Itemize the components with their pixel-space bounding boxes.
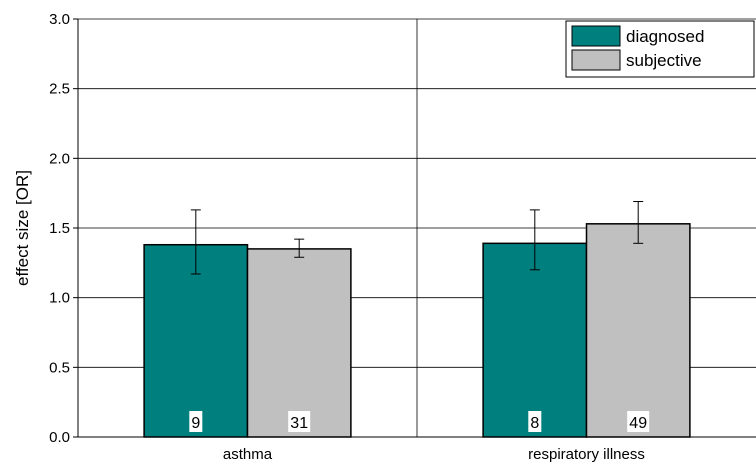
legend-swatch-subjective: [571, 49, 621, 71]
bar-diagnosed-1: [482, 242, 588, 438]
y-tick-label-0: 0.0: [49, 429, 70, 446]
count-bg-diagnosed-0: [189, 411, 203, 432]
legend-label-diagnosed: diagnosed: [626, 27, 704, 46]
category-label-0: asthma: [223, 446, 273, 463]
count-labels: 9 31 8 49: [189, 411, 650, 432]
count-label-subjective-0: 31: [290, 415, 308, 432]
count-label-diagnosed-0: 9: [191, 415, 200, 432]
bars: [143, 223, 691, 438]
y-tick-label-1: 0.5: [49, 359, 70, 376]
y-tick-label-3: 1.5: [49, 220, 70, 237]
count-bg-subjective-0: [288, 411, 311, 432]
legend: diagnosed subjective: [565, 20, 755, 78]
error-bars: [190, 201, 644, 275]
bar-subjective-0: [246, 248, 352, 438]
legend-swatch-diagnosed: [571, 25, 621, 47]
y-axis-ticks: 0.0 0.5 1.0 1.5 2.0 2.5 3.0: [49, 11, 78, 446]
x-axis-categories: asthma respiratory illness: [223, 446, 645, 463]
count-label-subjective-1: 49: [629, 415, 647, 432]
count-bg-subjective-1: [627, 411, 650, 432]
y-tick-label-4: 2.0: [49, 150, 70, 167]
y-tick-label-6: 3.0: [49, 11, 70, 28]
count-label-diagnosed-1: 8: [530, 415, 539, 432]
bar-subjective-1: [585, 223, 691, 438]
y-tick-label-5: 2.5: [49, 81, 70, 98]
bar-diagnosed-0: [143, 243, 249, 438]
y-axis-title: effect size [OR]: [13, 170, 32, 286]
category-label-1: respiratory illness: [528, 446, 645, 463]
count-bg-diagnosed-1: [528, 411, 542, 432]
legend-label-subjective: subjective: [626, 51, 702, 70]
y-tick-label-2: 1.0: [49, 290, 70, 307]
